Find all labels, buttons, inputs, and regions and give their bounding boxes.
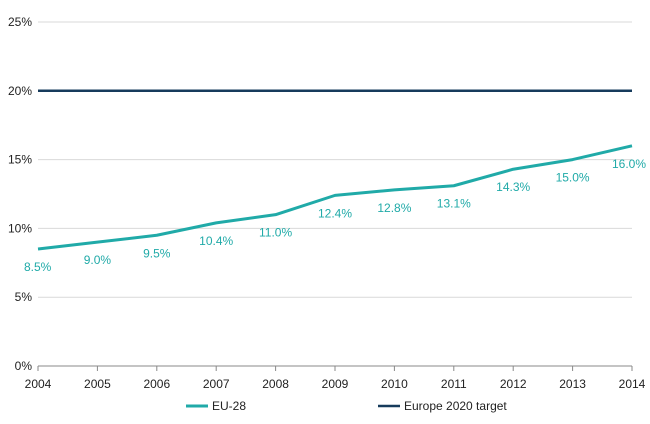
y-tick-label: 10% bbox=[8, 221, 32, 235]
x-tick-label: 2004 bbox=[25, 377, 52, 391]
x-tick-label: 2005 bbox=[84, 377, 111, 391]
data-label: 10.4% bbox=[199, 234, 233, 248]
data-label: 9.0% bbox=[84, 253, 112, 267]
legend-label-target: Europe 2020 target bbox=[404, 399, 507, 413]
y-tick-label: 20% bbox=[8, 84, 32, 98]
series-lines bbox=[37, 89, 633, 251]
data-label: 11.0% bbox=[259, 226, 292, 240]
data-label: 12.8% bbox=[377, 201, 411, 215]
x-tick-label: 2011 bbox=[441, 377, 467, 391]
y-tick-label: 15% bbox=[8, 153, 32, 167]
x-tick-label: 2009 bbox=[322, 377, 349, 391]
x-tick-label: 2012 bbox=[500, 377, 527, 391]
y-tick-label: 5% bbox=[15, 290, 33, 304]
data-label: 14.3% bbox=[496, 180, 530, 194]
data-labels: 8.5% 9.0% 9.5% 10.4% 11.0% 12.4% 12.8% 13.1% 14.… bbox=[24, 157, 646, 274]
x-tick-label: 2007 bbox=[203, 377, 230, 391]
data-label: 8.5% bbox=[24, 260, 52, 274]
x-tick-label: 2013 bbox=[559, 377, 586, 391]
data-label: 9.5% bbox=[143, 246, 171, 260]
gridlines bbox=[38, 21, 632, 298]
y-tick-label: 0% bbox=[15, 359, 33, 373]
legend-label-eu28: EU-28 bbox=[212, 399, 246, 413]
legend: EU-28 Europe 2020 target bbox=[186, 399, 507, 413]
series-line-eu28 bbox=[37, 144, 633, 251]
data-label: 15.0% bbox=[556, 171, 590, 185]
x-tick-label: 2014 bbox=[619, 377, 646, 391]
axes: 0% 5% 10% 15% 20% 25% 2004 2005 2006 2007 2008 2009… bbox=[8, 15, 646, 391]
y-tick-label: 25% bbox=[8, 15, 32, 29]
x-tick-label: 2008 bbox=[262, 377, 289, 391]
x-tick-label: 2010 bbox=[381, 377, 408, 391]
data-label: 12.4% bbox=[318, 206, 352, 220]
x-tick-label: 2006 bbox=[143, 377, 170, 391]
data-label: 13.1% bbox=[437, 197, 471, 211]
data-label: 16.0% bbox=[612, 157, 646, 171]
